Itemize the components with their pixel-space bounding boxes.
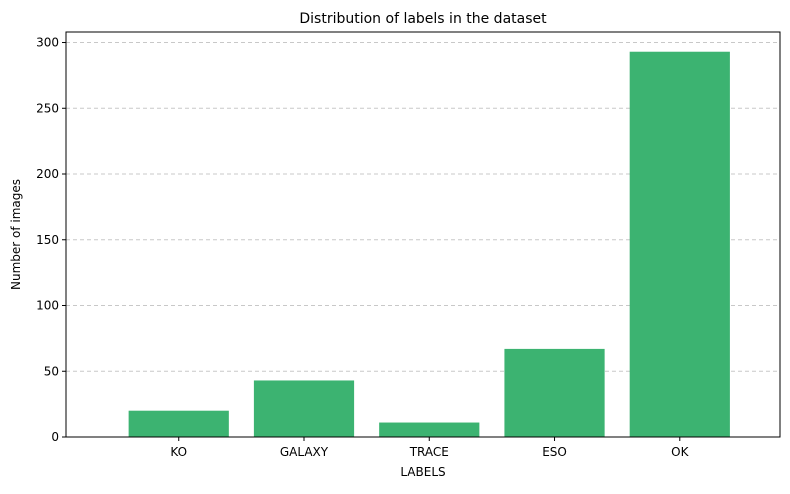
bar-trace xyxy=(379,422,480,437)
bars xyxy=(128,51,730,437)
y-tick-label: 300 xyxy=(36,36,59,50)
chart-title: Distribution of labels in the dataset xyxy=(299,11,547,27)
bar-ok xyxy=(629,51,730,437)
bar-galaxy xyxy=(253,380,355,437)
y-tick-label: 100 xyxy=(36,299,59,313)
y-tick-label: 150 xyxy=(36,233,59,247)
x-tick-label: OK xyxy=(671,445,689,459)
y-tick-label: 250 xyxy=(36,101,59,115)
x-tick-label: KO xyxy=(170,445,187,459)
y-tick-label: 50 xyxy=(44,364,59,378)
plot-frame xyxy=(65,31,781,438)
y-axis-ticks: 0 50 100 150 200 250 300 xyxy=(36,36,66,444)
x-tick-label: ESO xyxy=(542,445,567,459)
y-tick-label: 200 xyxy=(36,167,59,181)
x-tick-label: TRACE xyxy=(409,445,449,459)
y-axis-label: Number of images xyxy=(9,179,23,290)
x-tick-label: GALAXY xyxy=(280,445,329,459)
x-axis-label: LABELS xyxy=(400,465,445,479)
bar-ko xyxy=(128,410,229,437)
bar-eso xyxy=(504,348,605,437)
y-tick-label: 0 xyxy=(51,430,59,444)
x-axis-ticks: KO GALAXY TRACE ESO OK xyxy=(170,437,690,459)
